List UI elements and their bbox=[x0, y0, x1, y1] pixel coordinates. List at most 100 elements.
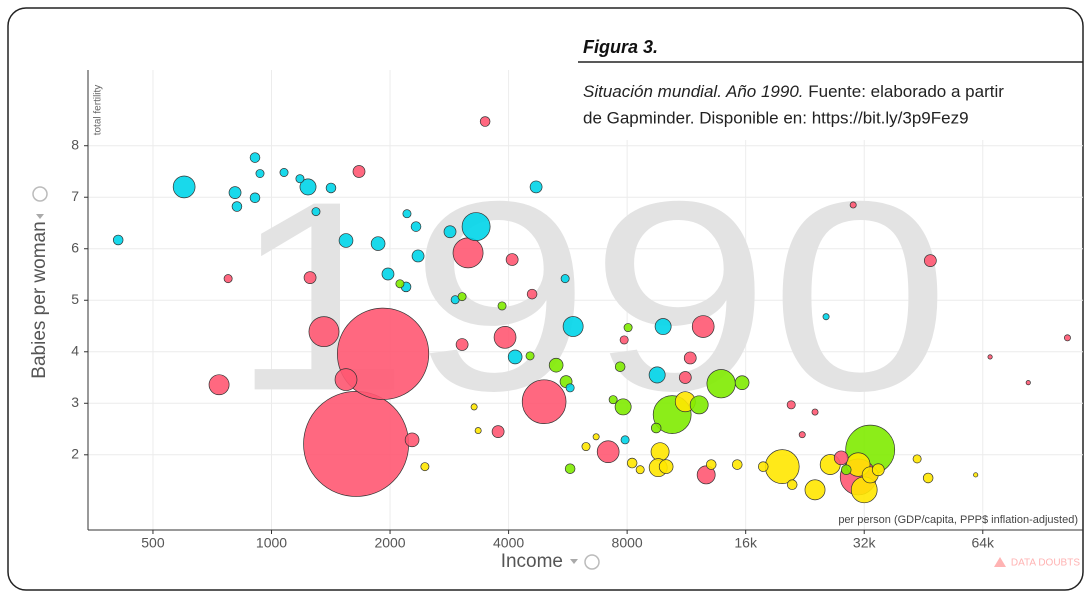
bubble bbox=[443, 225, 457, 239]
bubble bbox=[457, 292, 467, 302]
bubble bbox=[279, 168, 289, 177]
y-dropdown-arrow[interactable] bbox=[36, 214, 44, 219]
bubble bbox=[529, 180, 543, 194]
bubble bbox=[564, 463, 576, 474]
bubble bbox=[619, 335, 629, 345]
x-tick-label: 4000 bbox=[493, 535, 524, 551]
bubble bbox=[526, 288, 538, 300]
y-tick-label: 7 bbox=[71, 188, 79, 204]
bubble bbox=[608, 395, 618, 405]
data-doubts[interactable]: DATA DOUBTS bbox=[1011, 558, 1080, 569]
x-tick-label: 1000 bbox=[256, 535, 287, 551]
bubble bbox=[706, 369, 736, 399]
bubble bbox=[658, 459, 674, 474]
bubble bbox=[208, 374, 230, 396]
bubble bbox=[565, 383, 575, 393]
bubble bbox=[231, 201, 243, 212]
bubble bbox=[648, 366, 666, 384]
caption-italic: Situación mundial. Año 1990. bbox=[583, 82, 804, 101]
bubble bbox=[410, 221, 422, 232]
x-tick-label: 8000 bbox=[612, 535, 643, 551]
bubble bbox=[461, 212, 491, 241]
y-tick-label: 2 bbox=[71, 445, 79, 461]
y-tick-label: 8 bbox=[71, 136, 79, 152]
frame bbox=[7, 7, 1084, 591]
grid bbox=[88, 70, 1083, 530]
bubble bbox=[822, 313, 830, 321]
bubble bbox=[455, 338, 469, 351]
caption: Situación mundial. Año 1990. Fuente: ela… bbox=[583, 82, 1004, 101]
bubble bbox=[223, 274, 233, 284]
bubble bbox=[295, 174, 305, 184]
y-axis-title: Babies per woman bbox=[29, 221, 50, 378]
bubble bbox=[395, 279, 405, 289]
bubble bbox=[404, 432, 420, 448]
bubble bbox=[470, 403, 478, 411]
bubble bbox=[352, 165, 366, 178]
y-sublabel: total fertility bbox=[93, 85, 104, 136]
bubble bbox=[623, 323, 633, 333]
ticks: 500 1000 2000 4000 8000 16k 32k 64k 2 3 4 5 6 7 8 bbox=[71, 136, 995, 550]
bubble bbox=[548, 357, 564, 373]
bubble bbox=[299, 178, 317, 196]
bubble bbox=[786, 479, 798, 490]
bubble bbox=[249, 152, 261, 163]
y-help-icon[interactable] bbox=[32, 186, 48, 202]
bubble bbox=[370, 236, 386, 251]
y-tick-label: 3 bbox=[71, 394, 79, 410]
bubble bbox=[334, 368, 358, 391]
bubble bbox=[691, 315, 715, 338]
bubble bbox=[338, 233, 354, 248]
bubble bbox=[650, 442, 670, 462]
bubble bbox=[411, 249, 425, 263]
bubble bbox=[560, 274, 570, 284]
bubble bbox=[112, 234, 124, 246]
bubble bbox=[678, 371, 692, 384]
bubble bbox=[581, 442, 591, 452]
warning-icon[interactable] bbox=[994, 557, 1006, 567]
bubble bbox=[402, 209, 412, 219]
bubble bbox=[689, 395, 709, 415]
bubble bbox=[303, 271, 317, 284]
bubble bbox=[705, 459, 717, 470]
bubble bbox=[804, 479, 826, 501]
bubble bbox=[474, 427, 482, 435]
x-tick-label: 500 bbox=[141, 535, 165, 551]
bubble bbox=[764, 449, 800, 484]
bubble bbox=[497, 301, 507, 311]
bubble bbox=[849, 201, 857, 209]
bubble bbox=[311, 207, 321, 217]
bubble bbox=[507, 349, 523, 365]
bubble bbox=[833, 450, 849, 466]
bubble bbox=[521, 379, 567, 425]
x-tick-label: 64k bbox=[971, 535, 995, 551]
x-dropdown-arrow[interactable] bbox=[570, 559, 578, 564]
bubble bbox=[841, 464, 852, 475]
bubble bbox=[381, 267, 395, 281]
caption-line1: Fuente: elaborado a partir bbox=[808, 82, 1004, 101]
bubble bbox=[1025, 380, 1031, 386]
x-tick-label: 16k bbox=[734, 535, 758, 551]
x-sublabel: per person (GDP/capita, PPP$ inflation-a… bbox=[838, 514, 1078, 526]
bubble bbox=[172, 175, 196, 199]
bubble bbox=[786, 400, 796, 410]
bubble bbox=[336, 307, 430, 400]
bubble bbox=[452, 237, 484, 269]
bubble bbox=[912, 454, 922, 464]
bubble bbox=[654, 318, 672, 335]
bubble bbox=[987, 354, 993, 360]
bubble bbox=[923, 254, 937, 267]
x-tick-label: 32k bbox=[853, 535, 877, 551]
bubble bbox=[325, 182, 337, 194]
bubble bbox=[525, 351, 535, 361]
y-tick-label: 4 bbox=[71, 342, 79, 358]
bubble bbox=[493, 326, 517, 349]
figure-label: Figura 3. bbox=[583, 37, 658, 57]
x-help-icon[interactable] bbox=[584, 554, 600, 570]
bubble bbox=[871, 463, 885, 477]
bubble bbox=[683, 351, 697, 365]
bubble bbox=[922, 472, 934, 484]
y-tick-label: 6 bbox=[71, 239, 79, 255]
caption-line2: de Gapminder. Disponible en: https://bit… bbox=[583, 108, 969, 127]
